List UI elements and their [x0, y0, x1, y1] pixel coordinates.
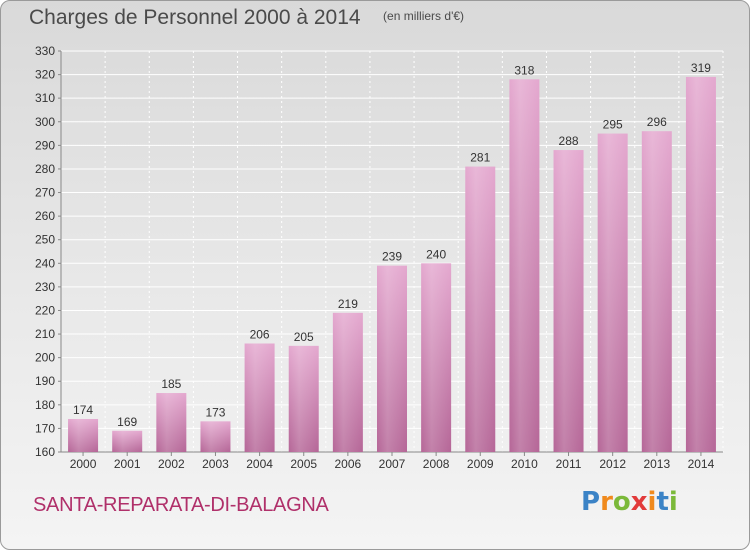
bar-highlight — [685, 76, 716, 453]
logo-letter: i — [647, 487, 657, 517]
data-label: 174 — [73, 403, 93, 417]
x-tick-label: 2013 — [643, 457, 670, 471]
x-tick-label: 2012 — [599, 457, 626, 471]
chart-subtitle: (en milliers d'€) — [383, 9, 465, 23]
y-tick-label: 180 — [35, 398, 55, 412]
bar-highlight — [200, 421, 231, 452]
data-label: 288 — [559, 134, 579, 148]
x-tick-label: 2007 — [379, 457, 406, 471]
y-tick-label: 230 — [35, 280, 55, 294]
bar-highlight — [68, 418, 99, 452]
bar-highlight — [377, 265, 407, 452]
x-tick-label: 2011 — [556, 457, 582, 471]
y-tick-label: 200 — [35, 351, 55, 365]
logo-letter: i — [668, 487, 678, 517]
commune-name: SANTA-REPARATA-DI-BALAGNA — [33, 494, 329, 516]
data-label: 205 — [294, 330, 314, 344]
data-label: 219 — [338, 297, 358, 311]
logo-letter: r — [600, 487, 613, 517]
data-label: 185 — [161, 377, 181, 391]
bar-highlight — [112, 430, 143, 452]
y-tick-label: 260 — [35, 209, 55, 223]
bar-highlight — [288, 345, 319, 452]
bar-highlight — [641, 131, 672, 452]
bar-highlight — [509, 79, 540, 453]
data-label: 206 — [250, 327, 270, 341]
x-tick-label: 2006 — [335, 457, 362, 471]
y-tick-label: 280 — [35, 162, 55, 176]
x-tick-label: 2009 — [467, 457, 494, 471]
y-tick-label: 170 — [35, 421, 55, 435]
data-label: 173 — [205, 405, 225, 419]
y-tick-label: 220 — [35, 303, 55, 317]
data-label: 239 — [382, 250, 402, 264]
y-tick-label: 190 — [35, 374, 55, 388]
chart-title: Charges de Personnel 2000 à 2014 — [29, 6, 361, 29]
x-tick-label: 2001 — [114, 457, 141, 471]
bar-highlight — [465, 166, 496, 453]
data-label: 240 — [426, 247, 446, 261]
x-tick-label: 2014 — [688, 457, 715, 471]
logo-letter: t — [656, 487, 669, 517]
logo-letter: x — [630, 487, 648, 517]
y-tick-label: 210 — [35, 327, 55, 341]
x-tick-label: 2004 — [246, 457, 273, 471]
y-tick-label: 320 — [35, 68, 55, 82]
bar-highlight — [597, 133, 628, 452]
x-tick-label: 2010 — [511, 457, 538, 471]
data-label: 318 — [514, 63, 534, 77]
data-label: 319 — [691, 61, 711, 75]
x-tick-label: 2002 — [158, 457, 185, 471]
x-tick-label: 2005 — [290, 457, 317, 471]
x-tick-label: 2003 — [202, 457, 229, 471]
y-tick-label: 240 — [35, 256, 55, 270]
bar-highlight — [156, 393, 187, 452]
data-label: 281 — [470, 151, 490, 165]
bar-highlight — [244, 343, 275, 452]
bar-highlight — [553, 150, 584, 452]
y-tick-label: 290 — [35, 138, 55, 152]
y-tick-label: 250 — [35, 233, 55, 247]
proxiti-logo: Proxiti — [581, 487, 678, 517]
data-label: 169 — [117, 415, 137, 429]
bar-highlight — [332, 312, 363, 452]
x-tick-label: 2008 — [423, 457, 450, 471]
y-tick-label: 270 — [35, 186, 55, 200]
y-tick-label: 300 — [35, 115, 55, 129]
data-label: 295 — [603, 118, 623, 132]
logo-letter: o — [612, 487, 631, 517]
title-row: Charges de Personnel 2000 à 2014 (en mil… — [29, 6, 464, 30]
y-tick-label: 310 — [35, 91, 55, 105]
data-label: 296 — [647, 115, 667, 129]
y-tick-label: 160 — [35, 445, 55, 459]
bar-highlight — [421, 263, 452, 452]
x-tick-label: 2000 — [70, 457, 97, 471]
y-tick-label: 330 — [35, 44, 55, 58]
logo-letter: P — [581, 487, 601, 517]
